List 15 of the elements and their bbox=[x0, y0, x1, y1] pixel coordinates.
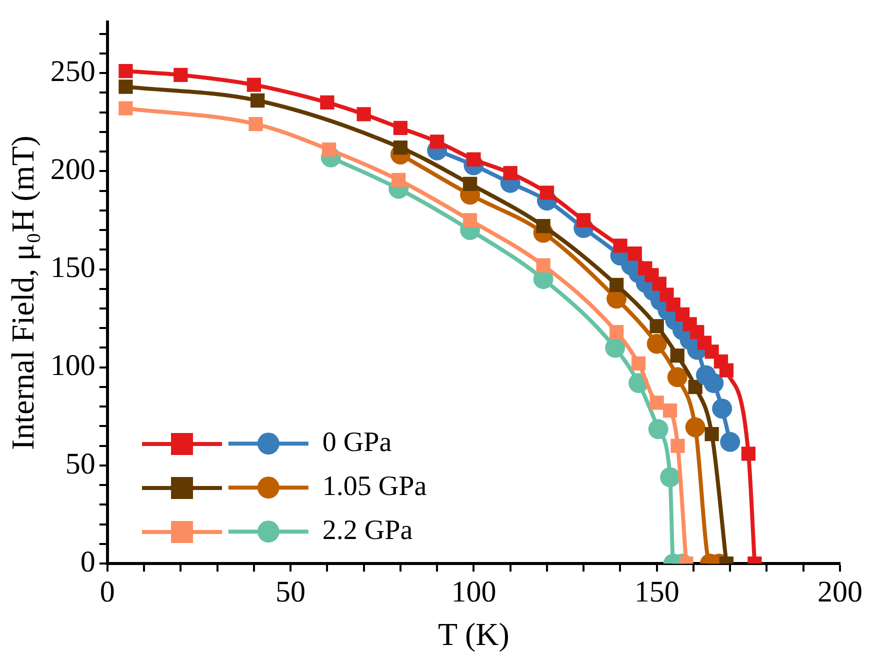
x-tick-label: 150 bbox=[634, 575, 680, 608]
y-tick-label: 250 bbox=[50, 54, 96, 88]
x-tick-label: 50 bbox=[276, 575, 306, 608]
y-tick-label: 0 bbox=[80, 545, 96, 578]
legend-label: 2.2 GPa bbox=[322, 514, 414, 546]
legend-label: 1.05 GPa bbox=[322, 470, 428, 502]
y-axis-title: Internal Field, μ₀H (mT) bbox=[4, 136, 41, 450]
y-tick-label: 200 bbox=[50, 153, 96, 186]
y-tick-label: 150 bbox=[50, 251, 96, 284]
legend-label: 0 GPa bbox=[322, 426, 392, 458]
x-tick-label: 200 bbox=[818, 575, 862, 608]
x-tick-label: 100 bbox=[451, 575, 496, 608]
x-axis-title: T (K) bbox=[438, 616, 510, 652]
y-tick-label: 100 bbox=[50, 349, 96, 382]
y-tick-label: 50 bbox=[65, 447, 96, 480]
